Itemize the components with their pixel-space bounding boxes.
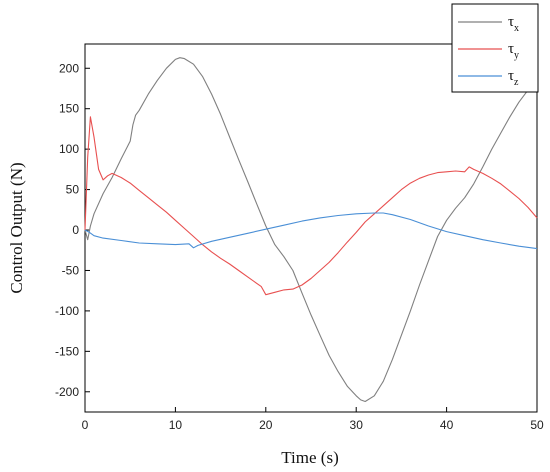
x-tick-label: 20 <box>259 418 273 432</box>
series-layer <box>84 57 538 403</box>
x-tick-label: 0 <box>82 418 89 432</box>
y-tick-label: 150 <box>59 102 79 116</box>
x-tick-label: 50 <box>530 418 544 432</box>
plot-axes <box>84 43 538 413</box>
legend-box <box>451 3 539 93</box>
legend-label-subscript: y <box>514 50 519 61</box>
y-tick-label: 0 <box>72 223 79 237</box>
x-tick-label: 30 <box>350 418 364 432</box>
series-line-tau-y <box>84 116 538 296</box>
y-tick-label: -150 <box>55 344 79 358</box>
legend-label-tau-x: τx <box>508 14 519 34</box>
legend-label-main: τ <box>508 14 514 30</box>
x-tick-label: 10 <box>169 418 183 432</box>
legend-label-tau-y: τy <box>508 41 519 61</box>
legend-label-main: τ <box>508 41 514 57</box>
y-tick-label: -50 <box>62 263 80 277</box>
y-tick-label: 200 <box>59 61 79 75</box>
legend-label-subscript: z <box>514 77 519 88</box>
y-axis-title: Control Output (N) <box>7 162 26 293</box>
x-tick-label: 40 <box>440 418 454 432</box>
y-tick-label: -100 <box>55 304 79 318</box>
x-tick-labels: 0 10 20 30 40 50 <box>82 418 544 432</box>
x-axis-title: Time (s) <box>281 448 338 467</box>
plot-frame <box>84 43 538 413</box>
legend-label-tau-z: τz <box>508 68 519 88</box>
series-line-tau-z <box>84 212 538 250</box>
y-tick-label: 100 <box>59 142 79 156</box>
legend-label-main: τ <box>508 68 514 84</box>
y-tick-label: 50 <box>66 183 80 197</box>
legend-label-subscript: x <box>514 23 519 34</box>
y-tick-labels: -200 -150 -100 -50 0 50 100 150 200 <box>55 61 79 399</box>
y-tick-label: -200 <box>55 385 79 399</box>
series-line-tau-x <box>84 57 538 403</box>
